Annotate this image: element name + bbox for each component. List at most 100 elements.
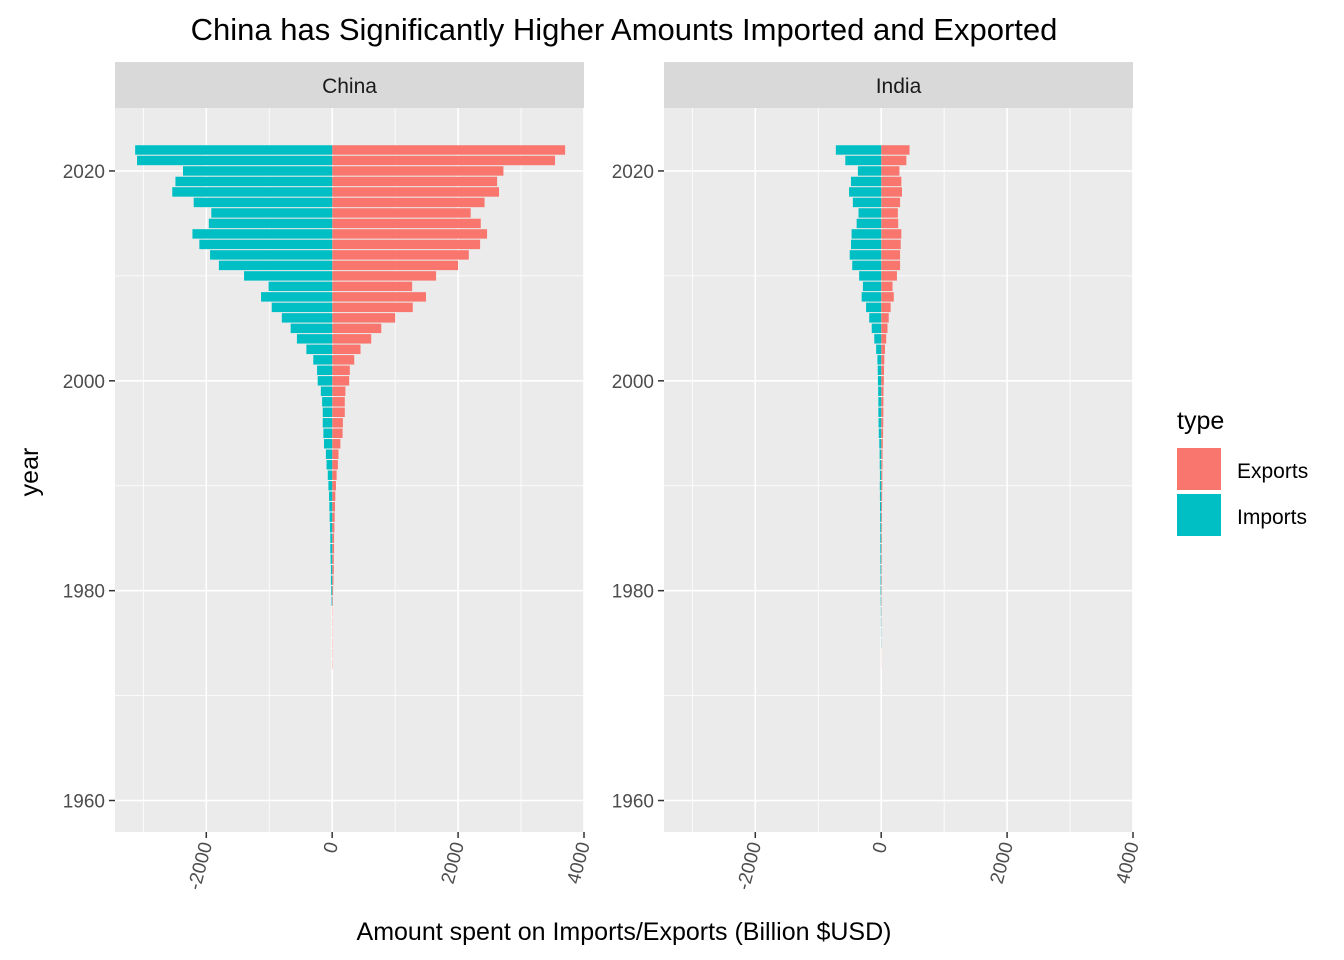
y-tick-label-india: 2020 — [612, 162, 654, 183]
bar-exports-china-2009 — [332, 281, 413, 292]
bar-imports-china-2006 — [281, 313, 333, 323]
bar-imports-india-2017 — [852, 197, 882, 208]
bar-exports-india-2002 — [881, 355, 885, 365]
bar-imports-china-1988 — [329, 502, 333, 512]
bar-exports-india-1987 — [881, 512, 882, 522]
bar-imports-india-2015 — [856, 218, 882, 229]
y-tick-label-china: 2020 — [63, 162, 105, 183]
bar-imports-china-1987 — [329, 512, 333, 522]
bar-exports-china-2006 — [332, 313, 396, 323]
y-axis-title: year — [16, 448, 44, 497]
bar-exports-india-1994 — [881, 439, 883, 449]
bar-imports-china-1990 — [328, 481, 333, 491]
bar-exports-china-1989 — [332, 491, 336, 501]
bar-exports-china-2021 — [332, 155, 556, 166]
bar-imports-china-2000 — [317, 376, 333, 386]
bar-imports-india-2016 — [858, 208, 882, 218]
bar-imports-india-2021 — [845, 155, 882, 166]
bar-exports-china-2012 — [332, 250, 469, 260]
bar-imports-china-1994 — [324, 439, 333, 449]
bar-imports-india-2006 — [869, 313, 882, 323]
bar-exports-india-1986 — [881, 522, 882, 533]
bar-imports-china-1985 — [330, 533, 333, 543]
bar-exports-india-2019 — [881, 176, 902, 187]
bar-exports-china-2001 — [332, 365, 350, 376]
bar-imports-india-1992 — [879, 460, 882, 470]
bar-imports-india-2014 — [851, 229, 882, 239]
bar-exports-china-2007 — [332, 302, 413, 313]
bar-exports-china-2017 — [332, 197, 485, 208]
bar-imports-china-1998 — [322, 397, 333, 407]
bar-imports-china-2011 — [218, 260, 333, 271]
bar-exports-india-1997 — [881, 407, 884, 418]
bar-exports-china-2020 — [332, 166, 504, 176]
bar-imports-china-1979 — [331, 596, 333, 606]
bar-imports-china-2007 — [271, 302, 333, 313]
bar-exports-india-1995 — [881, 428, 884, 438]
bar-exports-china-1997 — [332, 407, 345, 418]
legend-label-exports: Exports — [1237, 460, 1308, 483]
bar-imports-india-1990 — [879, 481, 882, 491]
bar-exports-india-1993 — [881, 449, 883, 459]
bar-imports-india-2001 — [877, 365, 882, 376]
x-tick-label-china: 4000 — [564, 840, 595, 886]
bar-exports-china-1986 — [332, 522, 335, 533]
bar-exports-india-1990 — [881, 481, 883, 491]
legend-label-imports: Imports — [1237, 506, 1307, 529]
bar-exports-india-2008 — [881, 292, 894, 302]
x-tick-label-china: -2000 — [184, 840, 217, 892]
bar-imports-china-2002 — [313, 355, 333, 365]
bar-imports-china-1991 — [327, 470, 333, 480]
bar-exports-india-2009 — [881, 281, 893, 292]
bar-exports-china-1979 — [332, 596, 333, 606]
bar-exports-china-1999 — [332, 386, 346, 397]
bar-imports-china-2019 — [175, 176, 333, 187]
bar-exports-china-2011 — [332, 260, 459, 271]
bar-exports-india-2022 — [881, 145, 910, 155]
bar-exports-china-2005 — [332, 323, 382, 334]
y-tick-label-india: 1960 — [612, 792, 654, 813]
bar-imports-china-2014 — [192, 229, 333, 239]
bar-imports-india-2005 — [871, 323, 882, 334]
bar-exports-india-1983 — [881, 554, 882, 564]
bar-imports-china-2008 — [261, 292, 333, 302]
bar-imports-china-1984 — [330, 543, 333, 554]
bar-exports-china-2015 — [332, 218, 481, 229]
bar-exports-india-2004 — [881, 334, 887, 344]
bar-exports-india-2010 — [881, 271, 897, 281]
bar-exports-india-1992 — [881, 460, 883, 470]
bar-imports-china-2015 — [208, 218, 333, 229]
bar-imports-india-1987 — [880, 512, 882, 522]
bar-imports-india-2018 — [849, 187, 882, 197]
bar-imports-india-1982 — [880, 564, 882, 575]
bar-imports-china-1989 — [329, 491, 333, 501]
y-tick-label-china: 1960 — [63, 792, 105, 813]
bar-exports-china-1991 — [332, 470, 337, 480]
bar-imports-china-1981 — [330, 575, 333, 585]
bar-exports-china-1982 — [332, 564, 334, 575]
bar-exports-india-2005 — [881, 323, 888, 334]
bar-exports-india-2001 — [881, 365, 885, 376]
bar-imports-india-1999 — [878, 386, 882, 397]
bar-exports-india-2014 — [881, 229, 902, 239]
bar-exports-india-2015 — [881, 218, 899, 229]
bar-imports-china-2018 — [172, 187, 333, 197]
bar-imports-china-1993 — [325, 449, 333, 459]
bar-exports-china-2018 — [332, 187, 500, 197]
y-tick-label-india: 2000 — [612, 372, 654, 393]
panel-china: China 1960 1980 2000 2020 -2000 0 2000 4000 — [63, 62, 595, 892]
bar-exports-china-1992 — [332, 460, 338, 470]
bar-exports-china-1994 — [332, 439, 341, 449]
bar-exports-india-1996 — [881, 418, 884, 428]
bar-imports-china-2012 — [210, 250, 333, 260]
x-tick-label-china: 0 — [320, 840, 343, 856]
y-tick-label-china: 1980 — [63, 582, 105, 603]
bar-exports-india-2007 — [881, 302, 891, 313]
bar-exports-india-1988 — [881, 502, 883, 512]
bar-imports-india-1993 — [879, 449, 882, 459]
bar-exports-china-2004 — [332, 334, 372, 344]
bar-exports-china-1998 — [332, 397, 345, 407]
